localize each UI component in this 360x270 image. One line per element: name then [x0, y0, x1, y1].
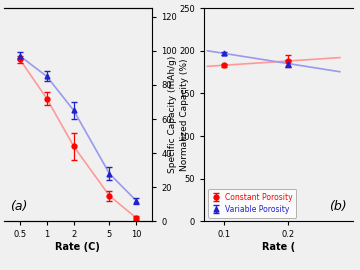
X-axis label: Rate (C): Rate (C)	[55, 242, 100, 252]
Legend: Constant Porosity, Variable Porosity: Constant Porosity, Variable Porosity	[208, 189, 296, 218]
Text: (b): (b)	[329, 200, 347, 213]
Text: (a): (a)	[10, 200, 27, 213]
Y-axis label: Specific Capacity (mAh/g): Specific Capacity (mAh/g)	[168, 56, 177, 173]
Y-axis label: Normalized Capacity (%): Normalized Capacity (%)	[180, 59, 189, 171]
X-axis label: Rate (: Rate (	[262, 242, 295, 252]
